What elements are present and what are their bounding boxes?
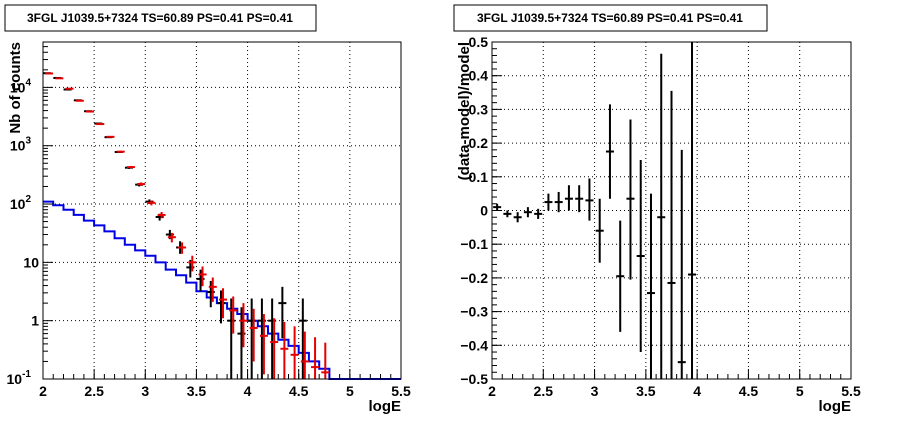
right-y-tick-label: −0.5 xyxy=(460,371,488,387)
right-grid xyxy=(492,42,851,379)
right-xtick-labels: 2 2.5 3 3.5 4 4.5 5 5.5 xyxy=(488,383,861,399)
right-x-tick-label: 5 xyxy=(796,383,804,399)
left-y-axis-label: Nb of counts xyxy=(7,42,24,134)
right-x-tick-label: 3 xyxy=(591,383,599,399)
right-y-tick-label: −0.4 xyxy=(460,337,488,353)
right-y-tick-label: 0 xyxy=(480,203,488,219)
source-model-histogram xyxy=(43,200,401,380)
right-y-tick-label: −0.2 xyxy=(460,270,488,286)
right-panel: 3FGL J1039.5+7324 TS=60.89 PS=0.41 PS=0.… xyxy=(453,4,861,415)
right-y-tick-label: −0.3 xyxy=(460,304,488,320)
left-y-tick-exponent: -1 xyxy=(22,369,31,380)
right-y-tick-label: 0.4 xyxy=(469,68,489,84)
left-x-tick-label: 2.5 xyxy=(84,383,104,399)
left-y-tick-exponent: 3 xyxy=(25,136,31,147)
right-x-tick-label: 4.5 xyxy=(739,383,759,399)
left-x-tick-label: 3.5 xyxy=(187,383,207,399)
right-x-tick-label: 2.5 xyxy=(534,383,554,399)
right-x-axis-label: logE xyxy=(819,398,852,415)
right-y-tick-label: −0.1 xyxy=(460,236,488,252)
right-y-tick-label: 0.3 xyxy=(469,101,489,117)
right-y-tick-label: 0.5 xyxy=(469,34,489,50)
left-y-tick-exponent: 4 xyxy=(25,77,31,88)
left-panel: 3FGL J1039.5+7324 TS=60.89 PS=0.41 PS=0.… xyxy=(4,4,411,415)
right-marks xyxy=(493,42,697,379)
left-y-tick-label: 1 xyxy=(31,313,39,329)
right-y-tick-label: 0.1 xyxy=(469,169,489,185)
right-x-tick-label: 4 xyxy=(693,383,701,399)
right-y-axis-label: (data-model)/model xyxy=(456,42,473,180)
left-y-tick-label: 102 xyxy=(10,194,32,212)
right-y-tick-label: 0.2 xyxy=(469,135,489,151)
right-x-tick-label: 2 xyxy=(488,383,496,399)
left-chart-title: 3FGL J1039.5+7324 TS=60.89 PS=0.41 PS=0.… xyxy=(27,11,293,25)
right-x-tick-label: 3.5 xyxy=(636,383,656,399)
left-x-tick-label: 3 xyxy=(141,383,149,399)
left-marks xyxy=(43,72,401,380)
right-chart-title: 3FGL J1039.5+7324 TS=60.89 PS=0.41 PS=0.… xyxy=(477,11,743,25)
left-x-tick-label: 4.5 xyxy=(289,383,309,399)
right-x-tick-label: 5.5 xyxy=(841,383,861,399)
left-x-tick-label: 2 xyxy=(39,383,47,399)
left-title-box xyxy=(4,4,317,32)
right-ytick-labels: −0.5 −0.4 −0.3 −0.2 −0.1 0 0.1 0.2 0.3 0.4 0.5 xyxy=(460,34,488,387)
right-ticks xyxy=(491,41,852,380)
left-ticks xyxy=(42,41,402,380)
left-y-tick-label: 10-1 xyxy=(7,369,32,387)
left-y-tick-label: 103 xyxy=(10,136,32,154)
left-xtick-labels: 2 2.5 3 3.5 4 4.5 5 5.5 xyxy=(39,383,411,399)
left-grid xyxy=(43,42,401,379)
left-x-axis-label: logE xyxy=(369,398,402,415)
left-x-tick-label: 5 xyxy=(346,383,354,399)
right-title-box xyxy=(453,4,768,32)
left-plot-frame xyxy=(42,41,402,380)
left-x-tick-label: 5.5 xyxy=(391,383,411,399)
left-y-tick-exponent: 2 xyxy=(25,194,31,205)
left-y-tick-label: 10 xyxy=(23,254,39,270)
left-x-tick-label: 4 xyxy=(244,383,252,399)
